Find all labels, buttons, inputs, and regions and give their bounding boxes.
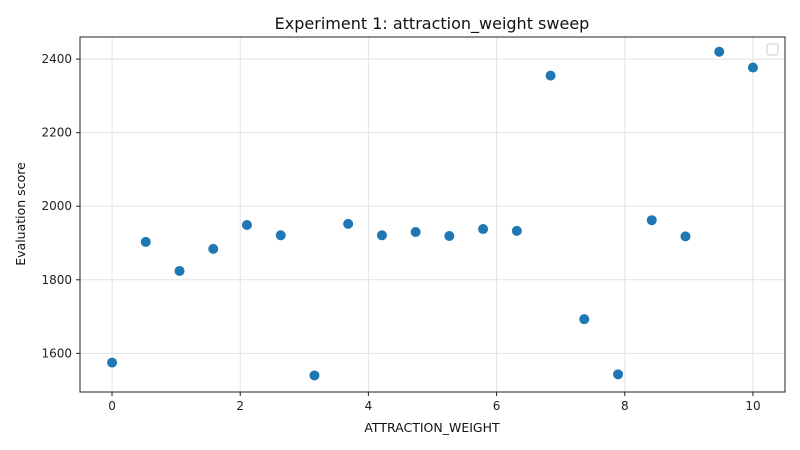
y-tick-label: 2000 (41, 199, 72, 213)
data-point (478, 224, 489, 235)
data-point (714, 46, 725, 57)
data-point (140, 236, 151, 247)
data-point (410, 226, 421, 237)
x-axis: 0 2 4 6 8 10 (108, 392, 761, 413)
x-tick-label: 10 (745, 399, 760, 413)
chart-title: Experiment 1: attraction_weight sweep (275, 14, 590, 34)
y-axis-label: Evaluation score (13, 162, 28, 266)
grid (80, 37, 785, 392)
data-point (444, 231, 455, 242)
data-point (545, 70, 556, 81)
data-point (174, 265, 185, 276)
legend-box (766, 43, 779, 56)
data-point (275, 230, 286, 241)
y-tick-label: 1800 (41, 273, 72, 287)
data-point (343, 218, 354, 229)
data-point (747, 62, 758, 73)
x-tick-label: 2 (236, 399, 244, 413)
y-tick-label: 2400 (41, 52, 72, 66)
data-point (613, 369, 624, 380)
y-tick-label: 2200 (41, 126, 72, 140)
data-point (646, 215, 657, 226)
data-point (208, 243, 219, 254)
y-axis: 1600 1800 2000 2200 2400 (41, 52, 80, 360)
data-point (376, 230, 387, 241)
x-tick-label: 0 (108, 399, 116, 413)
x-axis-label: ATTRACTION_WEIGHT (364, 420, 500, 435)
data-point (241, 219, 252, 230)
data-point (511, 225, 522, 236)
y-tick-label: 1600 (41, 346, 72, 360)
data-points (107, 46, 758, 381)
data-point (309, 370, 320, 381)
data-point (107, 357, 118, 368)
x-tick-label: 6 (493, 399, 501, 413)
x-tick-label: 8 (621, 399, 629, 413)
data-point (680, 231, 691, 242)
plot-frame (79, 36, 786, 393)
data-point (579, 314, 590, 325)
x-tick-label: 4 (365, 399, 373, 413)
